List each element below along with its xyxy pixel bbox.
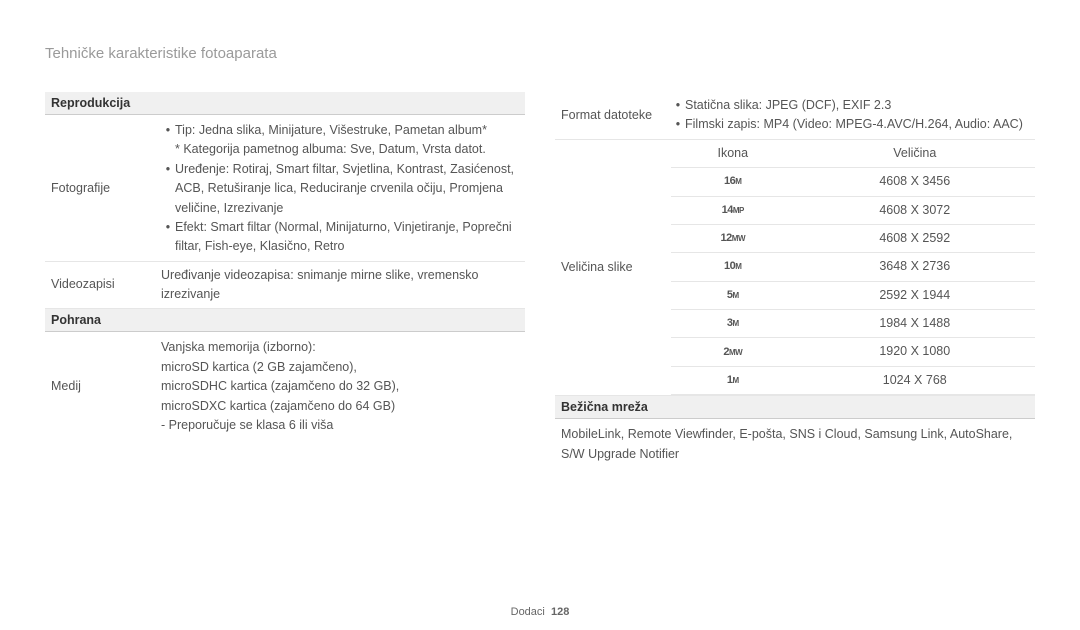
table-row: 14MP4608 X 3072 [671,196,1035,224]
table-row: 16M4608 X 3456 [671,168,1035,196]
row-bezicna: MobileLink, Remote Viewfinder, E-pošta, … [555,421,1035,468]
bullet-text: Tip: Jedna slika, Minijature, Višestruke… [175,121,525,140]
table-row: 1M1024 X 768 [671,366,1035,394]
footer-label: Dodaci [511,606,545,618]
icon-cell: 2MW [671,338,795,366]
label-fotografije: Fotografije [51,121,161,257]
right-column: Format datoteke •Statična slika: JPEG (D… [555,92,1035,468]
row-velicina-slike: Veličina slike Ikona Veličina 16M4608 X … [555,140,1035,396]
page-title: Tehničke karakteristike fotoaparata [45,45,1035,62]
size-cell: 1984 X 1488 [795,310,1035,338]
footer-page: 128 [551,606,569,618]
row-medij: Medij Vanjska memorija (izborno): microS… [45,334,525,439]
medij-line: microSDXC kartica (zajamčeno do 64 GB) [161,397,525,416]
bullet-text: Filmski zapis: MP4 (Video: MPEG-4.AVC/H.… [685,115,1035,134]
section-header-pohrana: Pohrana [45,309,525,332]
size-cell: 4608 X 2592 [795,224,1035,252]
icon-cell: 3M [671,310,795,338]
row-fotografije: Fotografije •Tip: Jedna slika, Minijatur… [45,117,525,262]
size-cell: 3648 X 2736 [795,253,1035,281]
medij-line: - Preporučuje se klasa 6 ili viša [161,416,525,435]
table-row: 3M1984 X 1488 [671,310,1035,338]
bullet-text: Uređenje: Rotiraj, Smart filtar, Svjetli… [175,160,525,218]
th-ikona: Ikona [671,140,795,168]
size-table: Ikona Veličina 16M4608 X 345614MP4608 X … [671,140,1035,395]
icon-cell: 14MP [671,196,795,224]
icon-cell: 16M [671,168,795,196]
subnote: * Kategorija pametnog albuma: Sve, Datum… [161,140,525,159]
label-videozapisi: Videozapisi [51,266,161,305]
size-cell: 2592 X 1944 [795,281,1035,309]
icon-cell: 5M [671,281,795,309]
medij-line: microSD kartica (2 GB zajamčeno), [161,358,525,377]
medij-line: microSDHC kartica (zajamčeno do 32 GB), [161,377,525,396]
footer: Dodaci 128 [0,606,1080,618]
th-velicina: Veličina [795,140,1035,168]
label-medij: Medij [51,338,161,435]
section-header-reprodukcija: Reprodukcija [45,92,525,115]
section-header-bezicna: Bežična mreža [555,396,1035,419]
value-bezicna: MobileLink, Remote Viewfinder, E-pošta, … [561,425,1035,464]
value-videozapisi: Uređivanje videozapisa: snimanje mirne s… [161,266,525,305]
bullet-text: Efekt: Smart filtar (Normal, Minijaturno… [175,218,525,257]
left-column: Reprodukcija Fotografije •Tip: Jedna sli… [45,92,525,468]
table-row: 12MW4608 X 2592 [671,224,1035,252]
bullet-text: Statična slika: JPEG (DCF), EXIF 2.3 [685,96,1035,115]
table-row: 10M3648 X 2736 [671,253,1035,281]
label-format: Format datoteke [561,96,671,135]
icon-cell: 12MW [671,224,795,252]
row-format: Format datoteke •Statična slika: JPEG (D… [555,92,1035,140]
row-videozapisi: Videozapisi Uređivanje videozapisa: snim… [45,262,525,310]
icon-cell: 1M [671,366,795,394]
size-cell: 1024 X 768 [795,366,1035,394]
size-cell: 1920 X 1080 [795,338,1035,366]
table-row: 5M2592 X 1944 [671,281,1035,309]
size-cell: 4608 X 3456 [795,168,1035,196]
icon-cell: 10M [671,253,795,281]
table-row: 2MW1920 X 1080 [671,338,1035,366]
medij-line: Vanjska memorija (izborno): [161,338,525,357]
label-velicina-slike: Veličina slike [561,140,671,395]
size-cell: 4608 X 3072 [795,196,1035,224]
